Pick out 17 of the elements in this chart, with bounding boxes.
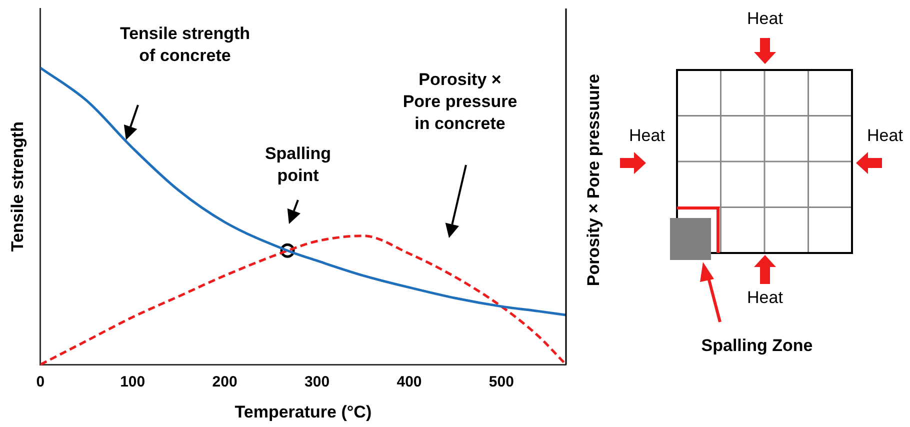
x-tick-label: 400 bbox=[396, 374, 422, 391]
x-tick-label: 100 bbox=[120, 374, 146, 391]
x-axis-title: Temperature (°C) bbox=[234, 402, 372, 422]
x-tick-label: 500 bbox=[488, 374, 514, 391]
text: Spalling Zone bbox=[701, 336, 813, 355]
text: Heat bbox=[747, 9, 784, 28]
x-tick-label: 300 bbox=[304, 374, 330, 391]
y-axis-title: Tensile strength bbox=[8, 122, 27, 252]
x-tick-label: 200 bbox=[212, 374, 238, 391]
annotation: Porosity × Pore pressure in concrete bbox=[402, 69, 518, 135]
text: Heat bbox=[747, 288, 784, 307]
text: Tensile strength of concrete bbox=[118, 23, 252, 67]
annotation: Spalling point bbox=[264, 143, 332, 187]
text: Heat bbox=[629, 126, 666, 145]
y2-axis-title: Porosity × Pore pressuure bbox=[583, 72, 604, 288]
text: Heat bbox=[867, 126, 904, 145]
x-tick-label: 0 bbox=[36, 374, 45, 391]
